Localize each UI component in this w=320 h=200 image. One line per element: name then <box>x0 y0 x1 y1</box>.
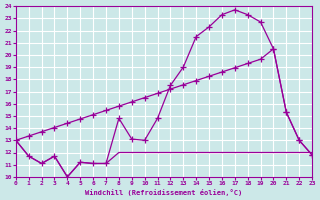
X-axis label: Windchill (Refroidissement éolien,°C): Windchill (Refroidissement éolien,°C) <box>85 189 243 196</box>
